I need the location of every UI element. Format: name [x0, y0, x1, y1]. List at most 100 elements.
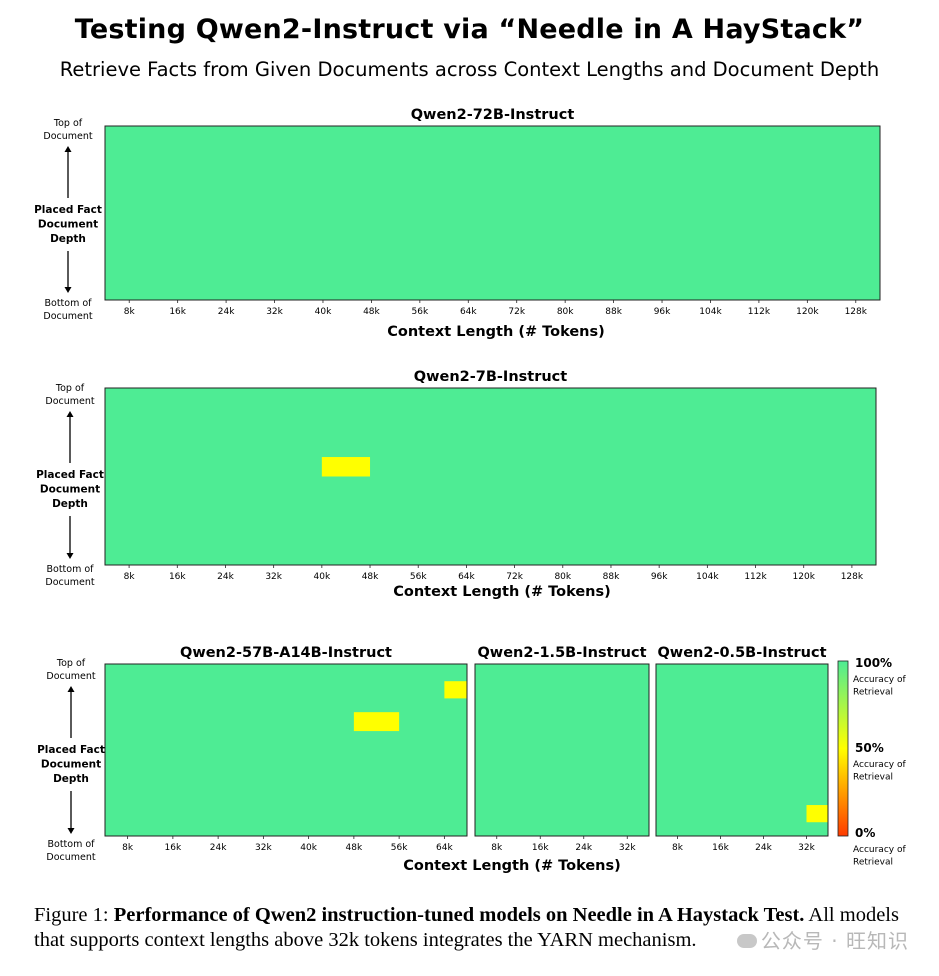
x-tick-label: 16k — [712, 843, 729, 853]
x-tick-label: 104k — [699, 307, 722, 317]
x-tick-label: 24k — [217, 572, 234, 582]
x-tick-label: 40k — [315, 307, 332, 317]
y-label-middle: Document — [38, 219, 98, 231]
x-tick-label: 72k — [506, 572, 523, 582]
x-tick-label: 24k — [210, 843, 227, 853]
x-tick-label: 120k — [796, 307, 819, 317]
colorbar-desc: Accuracy of — [853, 760, 906, 770]
x-tick-label: 64k — [460, 307, 477, 317]
colorbar-desc: Accuracy of — [853, 845, 906, 855]
y-label-top: Top of — [56, 658, 86, 669]
x-tick-label: 16k — [169, 572, 186, 582]
y-label-middle: Placed Fact — [36, 469, 104, 481]
y-label-middle: Placed Fact — [34, 204, 102, 216]
colorbar-label: 100% — [855, 656, 892, 670]
y-label-middle: Depth — [53, 773, 89, 785]
heatmap-cell — [444, 681, 467, 699]
y-label-bottom: Document — [43, 311, 92, 322]
x-tick-label: 32k — [798, 843, 815, 853]
x-tick-label: 8k — [124, 307, 136, 317]
x-tick-label: 48k — [363, 307, 380, 317]
x-tick-label: 48k — [362, 572, 379, 582]
x-tick-label: 24k — [755, 843, 772, 853]
x-tick-label: 64k — [458, 572, 475, 582]
panel-title: Qwen2-57B-A14B-Instruct — [180, 645, 392, 661]
needle-haystack-figure: Qwen2-72B-Instruct 8k 16k 24k 32k 40k 48k 56k 64… — [34, 107, 906, 874]
heatmap-frame — [104, 387, 877, 566]
heatmap-cell — [321, 457, 371, 477]
up-arrow-icon — [64, 146, 72, 152]
x-tick-label: 56k — [410, 572, 427, 582]
watermark: 公众号 · 旺知识 — [736, 925, 909, 954]
caption-bold: Performance of Qwen2 instruction-tuned m… — [113, 904, 805, 926]
heatmap-background — [656, 664, 828, 836]
up-arrow-icon — [66, 411, 74, 417]
y-label-top: Top of — [55, 383, 85, 394]
y-label-middle: Depth — [50, 233, 86, 245]
x-tick-label: 112k — [748, 307, 771, 317]
heatmap-cell — [353, 712, 400, 732]
x-tick-label: 72k — [508, 307, 525, 317]
down-arrow-icon — [64, 287, 72, 293]
heatmap-background — [475, 664, 649, 836]
x-axis-label: Context Length (# Tokens) — [393, 584, 611, 600]
colorbar-desc: Accuracy of — [853, 675, 906, 685]
x-axis-label: Context Length (# Tokens) — [387, 324, 605, 340]
x-axis-label: Context Length (# Tokens) — [403, 858, 621, 874]
x-tick-label: 80k — [557, 307, 574, 317]
panel-title: Qwen2-7B-Instruct — [414, 369, 567, 385]
x-tick-label: 56k — [391, 843, 408, 853]
heatmap-background — [105, 126, 880, 300]
panel-title: Qwen2-0.5B-Instruct — [657, 645, 826, 661]
figure-caption: Figure 1: Performance of Qwen2 instructi… — [34, 903, 924, 953]
x-tick-label: 104k — [696, 572, 719, 582]
x-tick-label: 120k — [793, 572, 816, 582]
x-tick-label: 16k — [165, 843, 182, 853]
x-tick-label: 8k — [672, 843, 684, 853]
colorbar-desc: Retrieval — [853, 858, 893, 868]
figure-title: Testing Qwen2-Instruct via “Needle in A … — [74, 14, 865, 45]
y-label-top: Document — [43, 131, 92, 142]
x-tick-label: 128k — [841, 572, 864, 582]
y-label-bottom: Document — [45, 577, 94, 588]
x-tick-label: 24k — [218, 307, 235, 317]
x-tick-label: 96k — [651, 572, 668, 582]
y-label-top: Document — [46, 671, 95, 682]
down-arrow-icon — [66, 553, 74, 559]
colorbar-label: 50% — [855, 741, 884, 755]
x-tick-label: 88k — [603, 572, 620, 582]
x-tick-label: 40k — [300, 843, 317, 853]
colorbar-label: 0% — [855, 826, 875, 840]
y-label-bottom: Bottom of — [47, 839, 95, 850]
x-tick-label: 112k — [744, 572, 767, 582]
x-tick-label: 16k — [532, 843, 549, 853]
y-label-bottom: Document — [46, 852, 95, 863]
x-tick-label: 48k — [346, 843, 363, 853]
heatmap-background — [105, 664, 467, 836]
x-tick-label: 32k — [265, 572, 282, 582]
x-tick-label: 128k — [845, 307, 868, 317]
down-arrow-icon — [67, 828, 75, 834]
heatmap-frame — [655, 663, 829, 837]
colorbar-desc: Retrieval — [853, 688, 893, 698]
y-label-bottom: Bottom of — [46, 564, 94, 575]
x-tick-label: 32k — [266, 307, 283, 317]
x-tick-label: 8k — [122, 843, 134, 853]
y-label-middle: Placed Fact — [37, 744, 105, 756]
x-tick-label: 24k — [575, 843, 592, 853]
caption-rest: All models that supports context lengths… — [34, 904, 899, 951]
wechat-icon — [736, 933, 757, 948]
panel-title: Qwen2-1.5B-Instruct — [477, 645, 646, 661]
x-tick-label: 8k — [491, 843, 503, 853]
y-label-top: Top of — [53, 118, 83, 129]
x-tick-label: 32k — [255, 843, 272, 853]
colorbar-desc: Retrieval — [853, 773, 893, 783]
x-tick-label: 40k — [314, 572, 331, 582]
heatmap-background — [105, 388, 876, 565]
x-tick-label: 16k — [169, 307, 186, 317]
up-arrow-icon — [67, 686, 75, 692]
y-label-middle: Document — [41, 759, 101, 771]
x-tick-label: 80k — [554, 572, 571, 582]
heatmap-frame — [474, 663, 650, 837]
watermark-text: 公众号 · 旺知识 — [760, 929, 909, 953]
